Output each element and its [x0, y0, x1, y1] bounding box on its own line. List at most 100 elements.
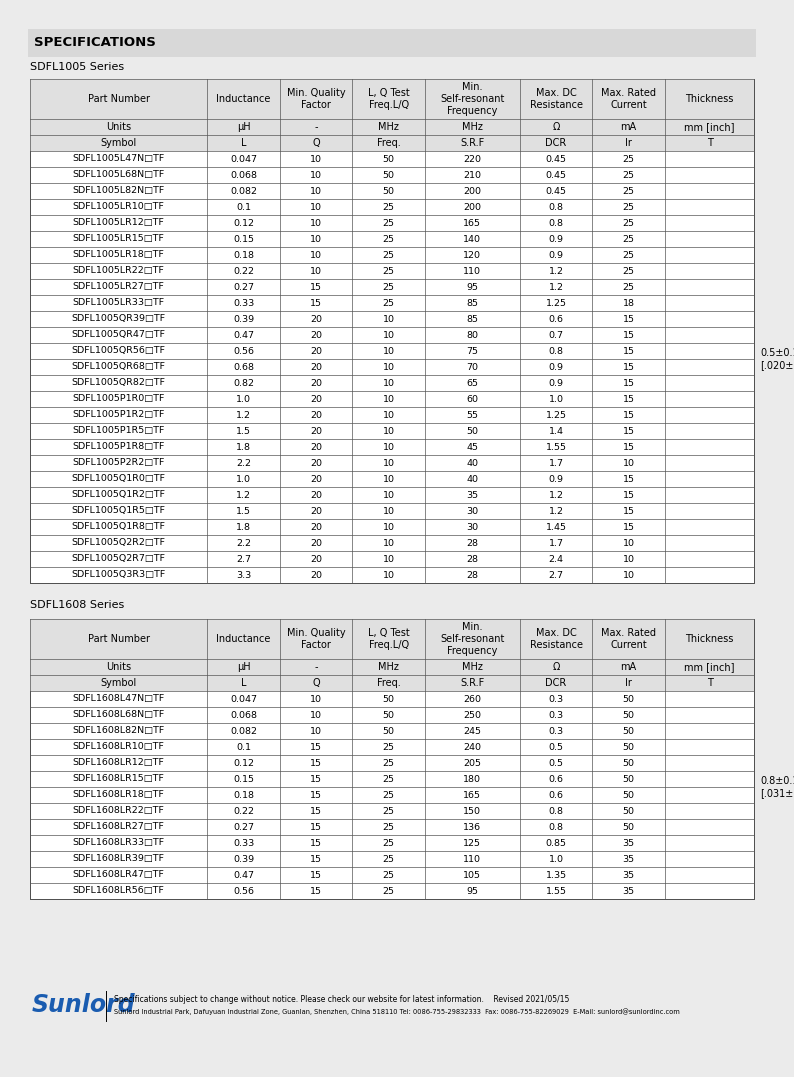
Text: 45: 45: [466, 443, 479, 451]
Text: 0.082: 0.082: [230, 186, 257, 196]
Text: 1.55: 1.55: [545, 886, 567, 895]
Text: 0.6: 0.6: [549, 774, 564, 783]
Text: SDFL1005QR39□TF: SDFL1005QR39□TF: [71, 314, 166, 323]
Text: 85: 85: [466, 314, 479, 323]
Text: 30: 30: [466, 522, 479, 532]
Text: 25: 25: [622, 186, 634, 196]
Text: 20: 20: [310, 571, 322, 579]
Text: 150: 150: [464, 807, 481, 815]
Text: 10: 10: [622, 459, 634, 467]
Text: 10: 10: [383, 459, 395, 467]
Text: 80: 80: [466, 331, 479, 339]
Text: 15: 15: [622, 363, 634, 372]
Text: 10: 10: [383, 410, 395, 420]
Text: 1.2: 1.2: [236, 490, 251, 500]
Text: 10: 10: [310, 235, 322, 243]
Text: 1.8: 1.8: [236, 443, 251, 451]
Text: 15: 15: [622, 475, 634, 484]
Bar: [30, 619, 754, 899]
Text: 0.047: 0.047: [230, 154, 257, 164]
Text: 0.8: 0.8: [549, 202, 564, 211]
Text: 50: 50: [622, 711, 634, 719]
Text: 10: 10: [383, 331, 395, 339]
Text: 1.4: 1.4: [549, 426, 564, 435]
Text: mA: mA: [621, 122, 637, 132]
Text: 10: 10: [622, 538, 634, 547]
Text: -: -: [314, 662, 318, 672]
Text: 60: 60: [466, 394, 479, 404]
Text: 0.1: 0.1: [236, 742, 251, 752]
Text: 0.9: 0.9: [549, 251, 564, 260]
Text: 20: 20: [310, 314, 322, 323]
Text: Max. Rated
Current: Max. Rated Current: [601, 628, 656, 651]
Text: T: T: [707, 138, 712, 148]
Text: 0.8±0.15
[.031±.006]: 0.8±0.15 [.031±.006]: [760, 775, 794, 798]
Text: 35: 35: [622, 886, 634, 895]
Text: 0.47: 0.47: [233, 870, 254, 880]
Text: 15: 15: [310, 298, 322, 308]
Text: 25: 25: [622, 154, 634, 164]
Text: 110: 110: [464, 854, 481, 864]
Text: 10: 10: [310, 266, 322, 276]
Text: 18: 18: [622, 298, 634, 308]
Text: 50: 50: [622, 742, 634, 752]
Text: Ir: Ir: [625, 679, 632, 688]
Text: 85: 85: [466, 298, 479, 308]
Text: -: -: [314, 122, 318, 132]
Text: SDFL1005P1R8□TF: SDFL1005P1R8□TF: [72, 443, 165, 451]
Bar: [30, 619, 754, 659]
Text: Min.
Self-resonant
Frequency: Min. Self-resonant Frequency: [440, 623, 504, 656]
Text: 25: 25: [622, 251, 634, 260]
Text: SDFL1608 Series: SDFL1608 Series: [30, 600, 124, 610]
Text: 240: 240: [464, 742, 481, 752]
Text: 0.047: 0.047: [230, 695, 257, 703]
Text: 0.9: 0.9: [549, 475, 564, 484]
Text: 210: 210: [464, 170, 481, 180]
Text: SDFL1005L82N□TF: SDFL1005L82N□TF: [72, 186, 165, 196]
Text: 25: 25: [622, 170, 634, 180]
Text: 0.18: 0.18: [233, 791, 254, 799]
Text: 15: 15: [622, 378, 634, 388]
Text: 25: 25: [383, 791, 395, 799]
Text: 0.56: 0.56: [233, 886, 254, 895]
Text: 25: 25: [622, 282, 634, 292]
Text: 0.8: 0.8: [549, 219, 564, 227]
Text: Max. DC
Resistance: Max. DC Resistance: [530, 628, 583, 651]
Text: 15: 15: [622, 426, 634, 435]
Text: L: L: [241, 138, 246, 148]
Text: 0.8: 0.8: [549, 347, 564, 355]
Text: 1.0: 1.0: [549, 854, 564, 864]
Text: MHz: MHz: [378, 122, 399, 132]
Text: 0.8: 0.8: [549, 807, 564, 815]
Text: 1.2: 1.2: [549, 506, 564, 516]
Text: 205: 205: [464, 758, 481, 768]
Text: 1.5: 1.5: [236, 506, 251, 516]
Text: 10: 10: [310, 695, 322, 703]
Text: Symbol: Symbol: [101, 138, 137, 148]
Text: 0.9: 0.9: [549, 378, 564, 388]
Text: SDFL1005QR56□TF: SDFL1005QR56□TF: [71, 347, 166, 355]
Text: 0.22: 0.22: [233, 807, 254, 815]
Text: 10: 10: [383, 506, 395, 516]
Text: 10: 10: [383, 475, 395, 484]
Text: 15: 15: [622, 410, 634, 420]
Text: 25: 25: [383, 235, 395, 243]
Text: 10: 10: [383, 555, 395, 563]
Text: μH: μH: [237, 122, 250, 132]
Text: 35: 35: [466, 490, 479, 500]
Text: 10: 10: [383, 314, 395, 323]
Text: mA: mA: [621, 662, 637, 672]
Text: mm [inch]: mm [inch]: [684, 662, 734, 672]
Text: 1.0: 1.0: [236, 394, 251, 404]
Text: 0.8: 0.8: [549, 823, 564, 831]
Text: 10: 10: [310, 170, 322, 180]
Bar: [30, 79, 754, 583]
Text: 10: 10: [310, 219, 322, 227]
Text: 50: 50: [622, 727, 634, 736]
Text: 10: 10: [622, 555, 634, 563]
Text: 15: 15: [310, 774, 322, 783]
Text: SDFL1608LR18□TF: SDFL1608LR18□TF: [73, 791, 164, 799]
Text: SDFL1005Q1R2□TF: SDFL1005Q1R2□TF: [71, 490, 166, 500]
Text: 25: 25: [383, 251, 395, 260]
Text: 10: 10: [383, 363, 395, 372]
